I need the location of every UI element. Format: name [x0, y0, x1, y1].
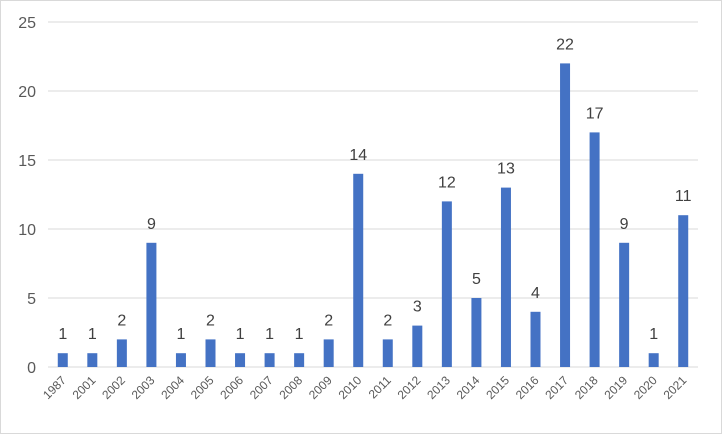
x-tick-label-2016: 2016 [513, 373, 542, 402]
y-axis-ticks: 0 5 10 15 20 25 [18, 15, 36, 377]
y-tick-label: 0 [27, 360, 36, 377]
data-label-2020: 1 [649, 326, 658, 343]
x-tick-label-2012: 2012 [395, 373, 424, 402]
gridlines [48, 21, 698, 368]
y-tick-label: 15 [18, 153, 36, 170]
bar-2014 [471, 298, 482, 367]
x-tick-label-2006: 2006 [217, 373, 246, 402]
data-label-2006: 1 [236, 326, 245, 343]
x-tick-label-2019: 2019 [601, 373, 630, 402]
bar-2021 [678, 215, 689, 367]
bar-2012 [412, 325, 423, 367]
data-label-2016: 4 [531, 285, 540, 302]
x-tick-label-2021: 2021 [661, 373, 690, 402]
data-label-2017: 22 [556, 36, 574, 53]
x-tick-label-2002: 2002 [99, 373, 128, 402]
data-label-2008: 1 [295, 326, 304, 343]
x-axis-ticks: 1987 2001 2002 2003 2004 2005 2006 2007 2008 2009… [40, 373, 689, 402]
data-label-2002: 2 [117, 312, 126, 329]
bar-2008 [294, 353, 305, 367]
x-tick-label-2001: 2001 [70, 373, 99, 402]
x-tick-label-2011: 2011 [366, 373, 394, 401]
data-label-2021: 11 [675, 188, 692, 205]
data-label-2018: 17 [586, 105, 604, 122]
bar-2009 [323, 339, 334, 367]
x-tick-label-2010: 2010 [336, 373, 365, 402]
x-tick-label-2013: 2013 [424, 373, 453, 402]
x-tick-label-2018: 2018 [572, 373, 601, 402]
x-tick-label-2020: 2020 [631, 373, 660, 402]
x-tick-label-2007: 2007 [247, 373, 276, 402]
bar-2020 [648, 353, 659, 367]
bar-2019 [619, 242, 630, 367]
x-tick-label-2004: 2004 [158, 373, 187, 402]
x-tick-label-2008: 2008 [276, 373, 305, 402]
x-tick-label-1987: 1987 [40, 373, 69, 402]
bar-2007 [264, 353, 275, 367]
bar-2018 [589, 132, 600, 367]
x-tick-label-2017: 2017 [542, 373, 571, 402]
data-label-2010: 14 [349, 147, 367, 164]
bar-2013 [441, 201, 452, 367]
bar-2004 [175, 353, 186, 367]
bar-2015 [500, 187, 511, 367]
data-label-2015: 13 [497, 161, 515, 178]
bar-2011 [382, 339, 393, 367]
x-tick-label-2014: 2014 [454, 373, 483, 402]
x-tick-label-2015: 2015 [483, 373, 512, 402]
data-label-2013: 12 [438, 174, 456, 191]
bar-2003 [146, 242, 157, 367]
data-label-2007: 1 [265, 326, 274, 343]
bar-2017 [560, 63, 571, 368]
y-tick-label: 25 [18, 15, 36, 32]
data-label-1987: 1 [58, 326, 67, 343]
x-tick-label-2009: 2009 [306, 373, 335, 402]
data-label-2019: 9 [620, 216, 629, 233]
data-label-2009: 2 [324, 312, 333, 329]
bar-2006 [235, 353, 246, 367]
data-label-2012: 3 [413, 299, 422, 316]
data-label-2003: 9 [147, 216, 156, 233]
y-tick-label: 10 [18, 222, 36, 239]
bar-2010 [353, 173, 364, 367]
bar-2001 [87, 353, 98, 367]
bar-2002 [116, 339, 127, 367]
x-tick-label-2003: 2003 [129, 373, 158, 402]
bar-2016 [530, 311, 541, 367]
bars [57, 63, 689, 368]
y-tick-label: 20 [18, 84, 36, 101]
data-label-2001: 1 [88, 326, 97, 343]
bar-1987 [57, 353, 68, 367]
data-label-2011: 2 [383, 312, 392, 329]
data-label-2004: 1 [177, 326, 186, 343]
data-label-2014: 5 [472, 271, 481, 288]
y-tick-label: 5 [27, 291, 36, 308]
bar-2005 [205, 339, 216, 367]
data-label-2005: 2 [206, 312, 215, 329]
x-tick-label-2005: 2005 [188, 373, 217, 402]
